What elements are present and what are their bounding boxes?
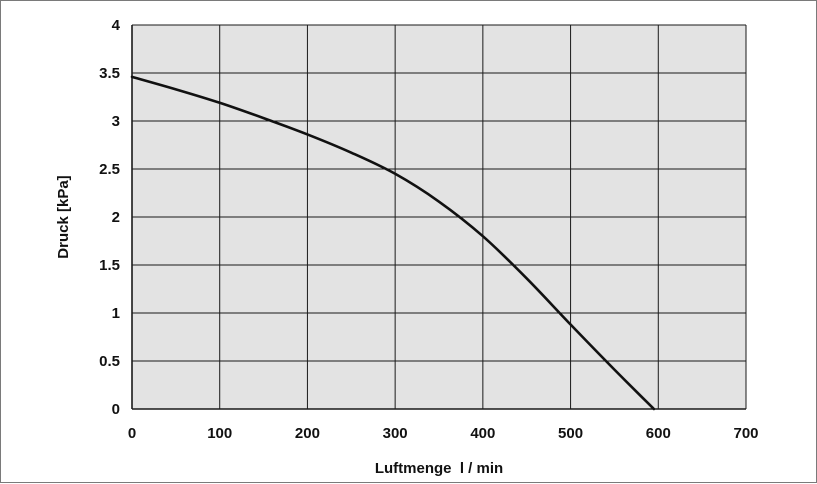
y-tick-label: 1.5 (99, 257, 120, 274)
y-tick-label: 1 (112, 305, 120, 322)
y-tick-label: 3.5 (99, 65, 120, 82)
x-axis-label: Luftmenge l / min (375, 460, 503, 477)
series-layer (130, 75, 656, 411)
y-tick-label: 0.5 (99, 353, 120, 370)
x-tick-label: 300 (383, 425, 408, 442)
y-tick-label: 3 (112, 113, 120, 130)
x-tick-label: 600 (646, 425, 671, 442)
y-axis-label: Druck [kPa] (55, 175, 72, 258)
x-tick-label: 200 (295, 425, 320, 442)
x-tick-label: 500 (558, 425, 583, 442)
y-tick-label: 4 (112, 17, 121, 34)
pressure-curve-line (130, 75, 656, 411)
x-tick-label: 700 (733, 425, 758, 442)
x-tick-labels: 0 100 200 300 400 500 600 700 (128, 425, 759, 442)
grid-lines (131, 24, 747, 410)
y-tick-label: 2.5 (99, 161, 120, 178)
x-tick-label: 400 (470, 425, 495, 442)
x-tick-label: 100 (207, 425, 232, 442)
x-tick-label: 0 (128, 425, 136, 442)
y-tick-label: 0 (112, 401, 120, 418)
y-tick-labels: 0 0.5 1 1.5 2 2.5 3 3.5 4 (99, 17, 121, 418)
y-tick-label: 2 (112, 209, 120, 226)
